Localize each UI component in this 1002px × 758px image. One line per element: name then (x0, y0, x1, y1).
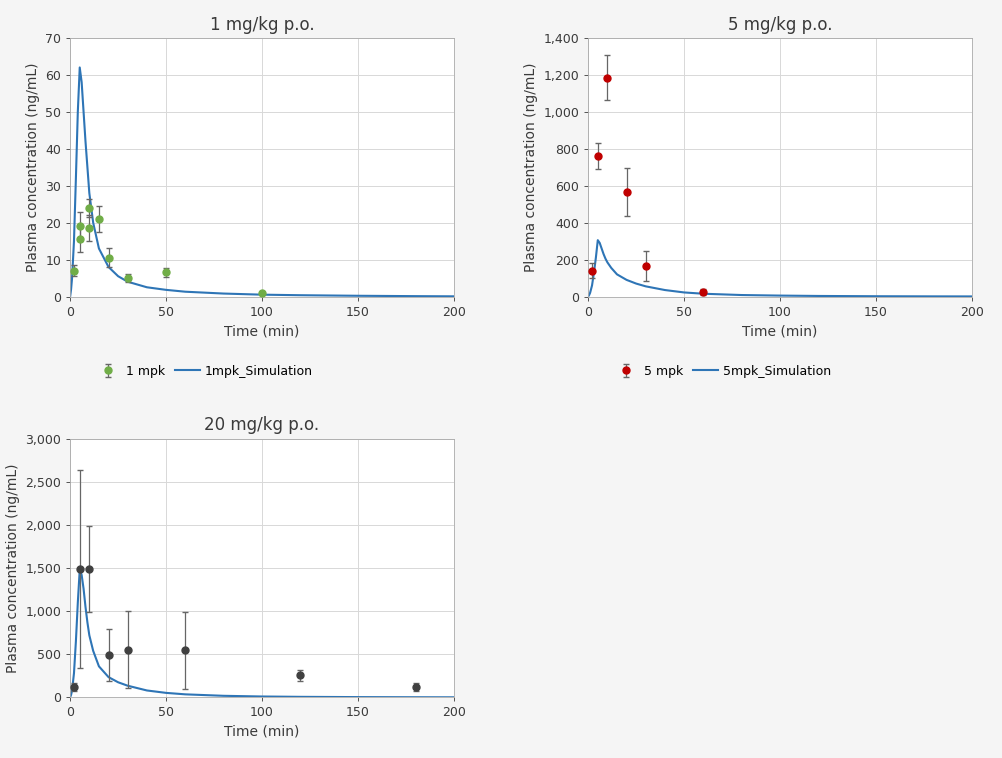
20m_Simulation (64, 693, 76, 702)
1mpk_Simulation (66, 274, 78, 283)
5mpk_Simulation (966, 292, 978, 301)
Y-axis label: Plasma concentration (ng/mL): Plasma concentration (ng/mL) (26, 62, 39, 272)
5mpk_Simulation (639, 282, 651, 291)
5mpk_Simulation (595, 244, 607, 253)
Title: 5 mg/kg p.o.: 5 mg/kg p.o. (727, 16, 833, 33)
Title: 20 mg/kg p.o.: 20 mg/kg p.o. (204, 416, 320, 434)
1mpk_Simulation (217, 289, 229, 298)
5mpk_Simulation (735, 290, 747, 299)
20m_Simulation (217, 691, 229, 700)
5mpk_Simulation (582, 292, 594, 301)
Line: 1mpk_Simulation: 1mpk_Simulation (70, 67, 454, 296)
5mpk_Simulation (601, 258, 613, 267)
1mpk_Simulation (64, 292, 76, 301)
5mpk_Simulation (813, 291, 825, 300)
Y-axis label: Plasma concentration (ng/mL): Plasma concentration (ng/mL) (524, 62, 538, 272)
5mpk_Simulation (630, 279, 642, 288)
20m_Simulation (77, 584, 89, 594)
20m_Simulation (295, 692, 307, 701)
20m_Simulation (352, 693, 364, 702)
1mpk_Simulation (77, 107, 89, 116)
5mpk_Simulation (592, 236, 604, 245)
5mpk_Simulation (870, 292, 882, 301)
5mpk_Simulation (678, 288, 690, 297)
1mpk_Simulation (121, 277, 133, 287)
20m_Simulation (93, 662, 105, 671)
Y-axis label: Plasma concentration (ng/mL): Plasma concentration (ng/mL) (6, 463, 20, 673)
1mpk_Simulation (93, 244, 105, 253)
1mpk_Simulation (74, 63, 86, 72)
20m_Simulation (65, 691, 77, 700)
20m_Simulation (112, 678, 124, 687)
1mpk_Simulation (87, 218, 99, 227)
20m_Simulation (141, 686, 153, 695)
1mpk_Simulation (83, 189, 95, 198)
5mpk_Simulation (775, 291, 787, 300)
20m_Simulation (79, 603, 91, 612)
X-axis label: Time (min): Time (min) (224, 725, 300, 739)
1mpk_Simulation (70, 174, 82, 183)
20m_Simulation (256, 692, 268, 701)
5mpk_Simulation (583, 290, 595, 299)
1mpk_Simulation (79, 136, 91, 146)
1mpk_Simulation (68, 236, 80, 246)
20m_Simulation (74, 565, 86, 575)
5mpk_Simulation (659, 286, 671, 295)
5mpk_Simulation (586, 281, 598, 290)
Line: 20m_Simulation: 20m_Simulation (70, 570, 454, 697)
1mpk_Simulation (160, 285, 172, 294)
X-axis label: Time (min): Time (min) (224, 324, 300, 338)
20m_Simulation (70, 637, 82, 646)
1mpk_Simulation (179, 287, 191, 296)
5mpk_Simulation (605, 263, 617, 272)
1mpk_Simulation (81, 163, 93, 172)
20m_Simulation (83, 631, 95, 640)
Line: 5mpk_Simulation: 5mpk_Simulation (588, 240, 972, 296)
20m_Simulation (410, 693, 422, 702)
1mpk_Simulation (112, 271, 124, 280)
1mpk_Simulation (256, 290, 268, 299)
5mpk_Simulation (597, 249, 609, 258)
1mpk_Simulation (295, 290, 307, 299)
20m_Simulation (121, 681, 133, 691)
Legend: 5 mpk, 5mpk_Simulation: 5 mpk, 5mpk_Simulation (609, 359, 837, 383)
5mpk_Simulation (928, 292, 940, 301)
5mpk_Simulation (620, 275, 632, 284)
1mpk_Simulation (65, 284, 77, 293)
20m_Simulation (102, 672, 114, 681)
20m_Simulation (68, 669, 80, 678)
1mpk_Simulation (410, 292, 422, 301)
Title: 1 mg/kg p.o.: 1 mg/kg p.o. (209, 16, 315, 33)
5mpk_Simulation (594, 239, 606, 248)
20m_Simulation (66, 686, 78, 695)
1mpk_Simulation (72, 107, 84, 116)
Legend: 1 mpk, 1mpk_Simulation: 1 mpk, 1mpk_Simulation (91, 359, 318, 383)
20m_Simulation (87, 647, 99, 656)
1mpk_Simulation (75, 77, 87, 86)
5mpk_Simulation (590, 253, 602, 262)
20m_Simulation (160, 688, 172, 697)
5mpk_Simulation (611, 270, 623, 279)
20m_Simulation (81, 618, 93, 627)
1mpk_Simulation (141, 283, 153, 292)
1mpk_Simulation (352, 291, 364, 300)
X-axis label: Time (min): Time (min) (742, 324, 818, 338)
20m_Simulation (179, 690, 191, 699)
20m_Simulation (75, 571, 87, 580)
5mpk_Simulation (599, 254, 611, 263)
5mpk_Simulation (584, 288, 596, 297)
1mpk_Simulation (448, 292, 460, 301)
5mpk_Simulation (588, 268, 600, 277)
5mpk_Simulation (697, 290, 709, 299)
1mpk_Simulation (102, 262, 114, 271)
20m_Simulation (448, 693, 460, 702)
20m_Simulation (72, 598, 84, 607)
